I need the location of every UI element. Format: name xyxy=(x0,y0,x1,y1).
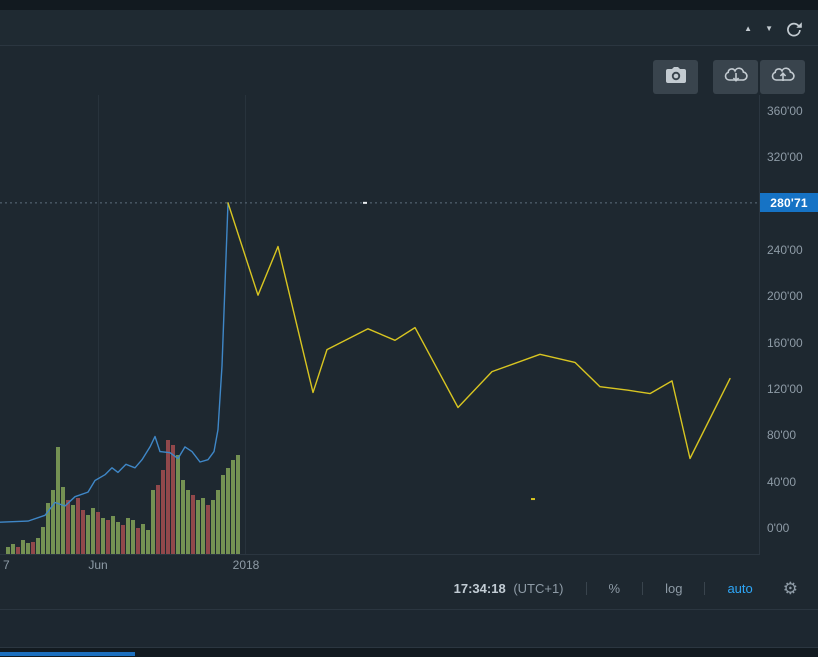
current-price-tag: 280'71 xyxy=(760,193,818,213)
y-axis-label: 240'00 xyxy=(767,243,803,257)
chart-settings-gear-icon[interactable]: ⚙ xyxy=(782,578,798,598)
price-axis[interactable]: 280'71 360'00 320'00 240'00 200'00 160'00 120… xyxy=(760,95,818,555)
horizontal-divider xyxy=(0,647,818,648)
percent-scale-button[interactable]: % xyxy=(608,580,621,596)
footer-divider xyxy=(585,581,587,595)
x-axis-label: 2018 xyxy=(232,558,260,572)
cloud-upload-button[interactable] xyxy=(760,60,805,94)
price-chart[interactable] xyxy=(0,95,760,555)
chart-panel: 280'71 360'00 320'00 240'00 200'00 160'00 120… xyxy=(0,47,818,605)
cloud-download-button[interactable] xyxy=(713,60,758,94)
footer-divider xyxy=(704,581,706,595)
camera-icon xyxy=(665,66,687,89)
log-scale-button[interactable]: log xyxy=(665,580,683,596)
bottom-panel xyxy=(0,610,818,647)
top-bar: ▲ ▼ xyxy=(0,0,818,46)
y-axis-label: 320'00 xyxy=(767,150,803,165)
top-bar-dark-strip xyxy=(0,0,818,10)
bottom-strip xyxy=(0,648,818,657)
cloud-download-icon xyxy=(724,65,748,89)
x-axis-label: 7 xyxy=(3,558,10,572)
clock-time: 17:34:18 xyxy=(453,580,506,596)
time-axis[interactable]: 7 Jun 2018 xyxy=(0,556,760,576)
y-axis-label: 120'00 xyxy=(767,382,803,396)
y-axis-label: 0'00 xyxy=(767,521,790,535)
collapse-up-icon[interactable]: ▲ xyxy=(744,24,753,33)
cloud-upload-icon xyxy=(771,65,795,89)
clock[interactable]: 17:34:18 (UTC+1) xyxy=(454,581,564,596)
collapse-down-icon[interactable]: ▼ xyxy=(765,24,773,33)
y-axis-label: 80'00 xyxy=(767,428,796,443)
horizontal-divider xyxy=(0,609,818,610)
screenshot-button[interactable] xyxy=(653,60,698,94)
chart-footer-bar: 17:34:18 (UTC+1) % log auto ⚙ xyxy=(0,573,818,603)
footer-divider xyxy=(642,581,644,595)
y-axis-label: 200'00 xyxy=(767,289,803,304)
panel-controls: ▲ ▼ xyxy=(744,21,802,37)
chart-toolbar xyxy=(653,60,805,94)
y-axis-label: 360'00 xyxy=(767,104,803,118)
y-axis-label: 40'00 xyxy=(767,474,796,489)
auto-scale-button[interactable]: auto xyxy=(727,580,753,596)
clock-timezone: (UTC+1) xyxy=(513,580,564,596)
y-axis-label: 160'00 xyxy=(767,335,803,350)
x-axis-label: Jun xyxy=(88,558,108,572)
bottom-accent-bar xyxy=(0,652,135,656)
refresh-icon[interactable] xyxy=(786,21,802,37)
